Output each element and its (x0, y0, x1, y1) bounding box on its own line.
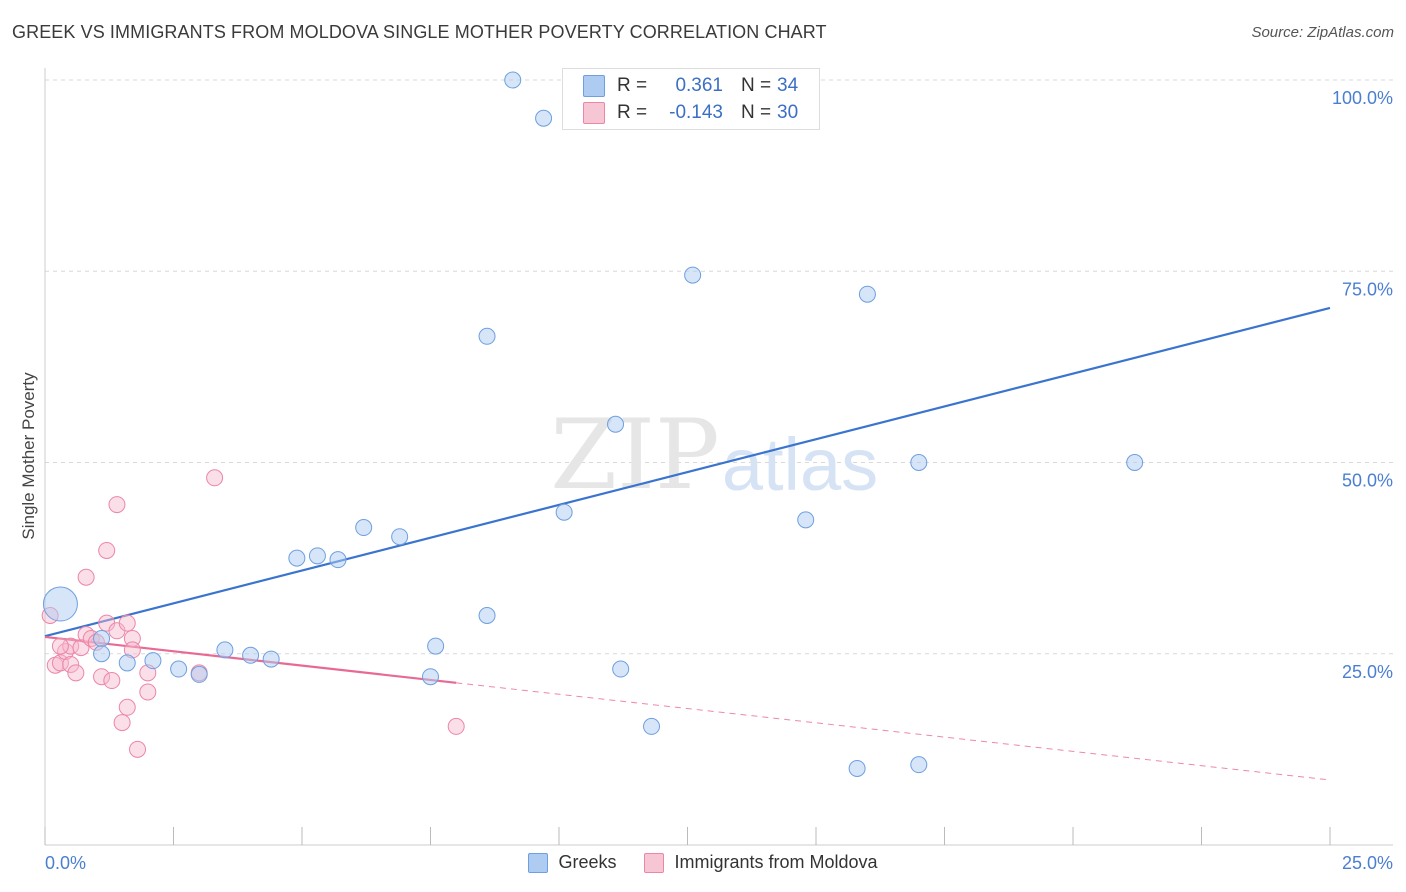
watermark-atlas: atlas (722, 423, 878, 506)
greeks-point (612, 660, 630, 678)
greeks-point (42, 586, 78, 622)
r-value: 0.361 (675, 75, 723, 96)
greeks-point (607, 415, 625, 433)
moldova-point (67, 664, 85, 682)
legend-label-greeks: Greeks (558, 852, 617, 872)
moldova-point (139, 683, 157, 701)
moldova-point (129, 740, 147, 758)
r-label: R = (617, 75, 648, 96)
r-label: R = (617, 102, 648, 123)
greeks-point (242, 646, 260, 664)
greeks-point (797, 511, 815, 529)
legend-item-moldova[interactable]: Immigrants from Moldova (644, 852, 878, 873)
greeks-point (308, 547, 326, 565)
greeks-point (118, 654, 136, 672)
greeks-point (329, 551, 347, 569)
greeks-trend-line (44, 306, 1331, 638)
greeks-point (504, 71, 522, 89)
greeks-point (422, 668, 439, 686)
greeks-point (93, 629, 111, 647)
moldova-point (98, 541, 116, 559)
greeks-point (170, 660, 188, 678)
source-label: Source: ZipAtlas.com (1251, 24, 1394, 41)
greeks-point (643, 717, 661, 735)
legend-label-moldova: Immigrants from Moldova (674, 852, 878, 872)
greeks-point (555, 503, 573, 521)
moldova-point (118, 698, 136, 716)
greeks-point (1126, 454, 1144, 471)
y-tick-label: 25.0% (1342, 662, 1393, 682)
greeks-point (190, 665, 208, 683)
greeks-point (144, 652, 162, 670)
moldova-trend-extension (456, 682, 1331, 781)
x-tick-label: 25.0% (1342, 853, 1393, 873)
greeks-point (684, 266, 702, 284)
moldova-point (206, 469, 224, 487)
legend-item-greeks[interactable]: Greeks (528, 852, 616, 873)
greeks-point (858, 285, 876, 303)
greeks-point (216, 641, 234, 659)
greeks-point (427, 637, 445, 655)
greeks-point (478, 607, 496, 624)
watermark: ZIP atlas (550, 399, 878, 511)
watermark-zip: ZIP (550, 399, 719, 511)
axis-labels: 25.0% 50.0% 75.0% 100.0% 0.0% 25.0% Single Mot… (19, 88, 1393, 873)
moldova-point (118, 614, 136, 632)
legend-swatch-moldova (644, 852, 665, 873)
chart-title: GREEK VS IMMIGRANTS FROM MOLDOVA SINGLE … (12, 22, 827, 42)
moldova-point (51, 637, 69, 655)
moldova-point (77, 568, 95, 586)
n-value: 30 (777, 102, 799, 123)
y-tick-label: 75.0% (1342, 279, 1393, 299)
n-value: 34 (777, 75, 799, 96)
data-points (41, 71, 1144, 777)
greeks-point (910, 756, 928, 774)
chart-legend: Greeks Immigrants from Moldova (0, 852, 1406, 873)
legend-swatch-greeks (528, 852, 549, 873)
moldova-point (62, 655, 80, 673)
axes (44, 68, 1393, 846)
moldova-point (108, 496, 126, 514)
gridlines (45, 79, 1393, 655)
n-label: N = (741, 102, 772, 123)
moldova-point (447, 717, 465, 735)
y-tick-label: 50.0% (1342, 471, 1393, 491)
greeks-point (262, 650, 280, 668)
y-axis-title: Single Mother Poverty (19, 372, 38, 540)
moldova-point (93, 668, 111, 686)
greeks-point (848, 760, 866, 777)
moldova-point (103, 672, 121, 690)
trend-lines (44, 306, 1331, 781)
r-value: -0.143 (669, 102, 723, 123)
greeks-point (478, 327, 496, 345)
stats-row-greeks: R = 0.361 N = 34 (583, 73, 798, 99)
stats-row-moldova: R = -0.143 N = 30 (583, 100, 798, 126)
greeks-point (535, 109, 553, 127)
greeks-point (288, 549, 306, 567)
greeks-swatch (583, 75, 605, 97)
moldova-point (113, 714, 131, 732)
greeks-point (910, 454, 928, 471)
greeks-point (93, 645, 111, 663)
correlation-stats-box: R = 0.361 N = 34 R = -0.143 N = 30 (562, 68, 820, 130)
greeks-point (355, 519, 373, 537)
x-tick-label: 0.0% (45, 853, 86, 873)
n-label: N = (741, 75, 772, 96)
y-tick-label: 100.0% (1332, 88, 1393, 108)
greeks-point (391, 528, 409, 546)
moldova-swatch (583, 102, 605, 124)
